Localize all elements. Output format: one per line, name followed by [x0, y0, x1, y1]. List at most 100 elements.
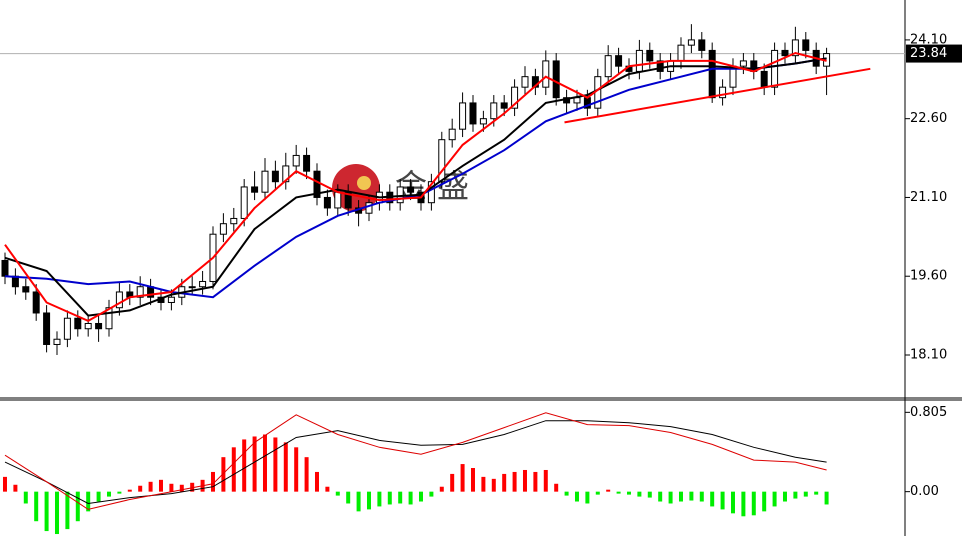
candle-body	[708, 49, 716, 99]
candle-body	[438, 139, 446, 183]
histogram-bar	[782, 491, 787, 502]
histogram-bar	[647, 491, 652, 498]
histogram-bar	[262, 434, 267, 492]
candle-body	[459, 102, 467, 130]
histogram-bar	[387, 491, 392, 505]
histogram-bar	[231, 447, 236, 492]
candle-body	[479, 118, 487, 125]
histogram-bar	[564, 491, 569, 496]
candle-body	[53, 338, 61, 345]
watermark-logo: 金盛	[332, 164, 469, 212]
histogram-bar	[824, 491, 829, 505]
histogram-bar	[606, 489, 611, 492]
histogram-bar	[252, 436, 257, 492]
current-price-label: 23.84	[910, 46, 947, 61]
candle-body	[511, 86, 519, 109]
candle-body	[22, 286, 30, 293]
histogram-bar	[54, 491, 59, 535]
line	[4, 420, 827, 505]
candle-body	[739, 60, 747, 67]
candle-body	[323, 196, 331, 209]
candle-body	[521, 76, 529, 88]
histogram-bar	[668, 491, 673, 504]
candle-body	[396, 186, 404, 204]
histogram-bar	[398, 491, 403, 504]
histogram-bar	[314, 471, 319, 492]
histogram-bar	[179, 484, 184, 492]
histogram-bar	[366, 491, 371, 510]
candle-body	[635, 49, 643, 72]
candle-body	[656, 60, 664, 72]
histogram-bar	[533, 471, 538, 492]
y-tick-label: 19.60	[910, 269, 947, 284]
histogram-bar	[418, 491, 423, 502]
histogram-bar	[741, 491, 746, 517]
histogram-bar	[127, 489, 132, 492]
histogram-bar	[637, 491, 642, 497]
candle-body	[230, 217, 238, 225]
candle-body	[677, 44, 685, 62]
logo-circle	[332, 164, 380, 212]
line	[4, 51, 827, 323]
y-tick-label: 18.10	[910, 347, 947, 362]
histogram-bar	[720, 491, 725, 510]
candle-body	[95, 322, 103, 330]
histogram-bar	[2, 476, 7, 492]
histogram-bar	[439, 486, 444, 492]
histogram-bar	[793, 491, 798, 499]
histogram-bar	[658, 491, 663, 502]
y-tick-label: 24.10	[910, 32, 947, 47]
candle-body	[500, 102, 508, 109]
candle-body	[32, 291, 40, 314]
line	[4, 57, 827, 317]
candle-body	[427, 181, 435, 204]
y-tick-label: 22.60	[910, 111, 947, 126]
histogram-bar	[75, 491, 80, 522]
histogram-bar	[689, 491, 694, 501]
candle-body	[542, 60, 550, 88]
candle-body	[615, 55, 623, 67]
candle-body	[407, 186, 415, 193]
candle-body	[469, 102, 477, 125]
histogram-bar	[626, 491, 631, 495]
histogram-bar	[335, 491, 340, 496]
histogram-bar	[273, 437, 278, 492]
histogram-bar	[356, 491, 361, 512]
histogram-bar	[814, 491, 819, 495]
candle-body	[771, 49, 779, 88]
candle-body	[760, 70, 768, 88]
histogram-bar	[543, 469, 548, 492]
candle-body	[251, 186, 259, 193]
candle-body	[802, 39, 810, 51]
current-price-box	[906, 44, 962, 63]
candle-body	[573, 97, 581, 104]
histogram-bar	[730, 491, 735, 514]
candle-body	[604, 55, 612, 78]
histogram-bar	[491, 478, 496, 492]
histogram-bar	[481, 476, 486, 492]
candle-body	[687, 39, 695, 46]
candle-body	[115, 291, 123, 309]
candle-body	[136, 286, 144, 298]
histogram-bar	[512, 471, 517, 492]
histogram-bar	[522, 469, 527, 492]
candle-body	[719, 86, 727, 99]
candle-body	[167, 296, 175, 303]
candle-body	[448, 128, 456, 141]
histogram-bar	[242, 439, 247, 492]
histogram-bar	[502, 473, 507, 492]
histogram-bar	[595, 491, 600, 495]
histogram-bar	[283, 442, 288, 492]
candle-body	[240, 186, 248, 219]
histogram-bar	[325, 486, 330, 492]
histogram-bar	[585, 491, 590, 504]
histogram-bar	[210, 471, 215, 492]
histogram-bar	[221, 457, 226, 492]
histogram-bar	[803, 491, 808, 497]
candle-body	[698, 39, 706, 51]
histogram-bar	[23, 491, 28, 504]
candle-body	[271, 170, 279, 183]
candle-body	[188, 286, 196, 289]
candle-body	[292, 154, 300, 167]
